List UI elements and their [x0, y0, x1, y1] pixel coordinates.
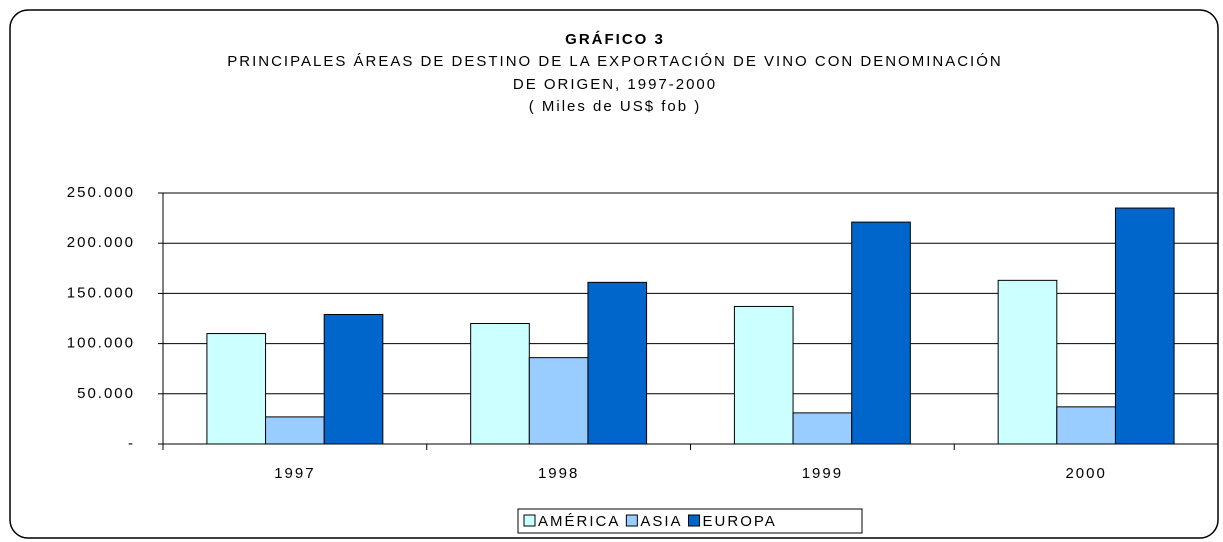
y-tick-label: -	[128, 435, 135, 452]
bar	[206, 333, 267, 445]
y-tick-label: 250.000	[67, 184, 135, 201]
chart-title: GRÁFICO 3	[565, 31, 665, 48]
y-tick-label: 200.000	[67, 234, 135, 251]
bar	[528, 357, 589, 445]
legend-swatch	[625, 514, 638, 527]
bar	[470, 323, 530, 445]
bar	[1114, 207, 1175, 445]
bar	[587, 281, 648, 445]
x-tick-label: 2000	[1065, 465, 1106, 482]
bar	[265, 416, 325, 445]
bar	[1056, 406, 1116, 445]
legend-label: ASIA	[640, 513, 682, 530]
chart-subtitle: DE ORIGEN, 1997-2000	[513, 76, 717, 93]
legend-swatch	[523, 514, 536, 527]
legend-label: EUROPA	[703, 513, 777, 530]
legend-swatch	[688, 514, 701, 527]
chart-subtitle: ( Miles de US$ fob )	[529, 98, 702, 115]
bar	[851, 221, 911, 445]
bar	[997, 279, 1058, 445]
chart-frame	[9, 9, 1219, 539]
bar	[323, 313, 384, 445]
y-tick-label: 100.000	[67, 335, 135, 352]
y-tick-label: 150.000	[67, 284, 135, 301]
bar	[792, 412, 853, 445]
bar	[733, 305, 794, 445]
x-tick-label: 1999	[802, 465, 843, 482]
legend-label: AMÉRICA	[538, 513, 620, 530]
x-tick-label: 1998	[538, 465, 579, 482]
y-tick-label: 50.000	[77, 385, 135, 402]
chart-subtitle: PRINCIPALES ÁREAS DE DESTINO DE LA EXPOR…	[227, 53, 1002, 70]
x-tick-label: 1997	[274, 465, 315, 482]
